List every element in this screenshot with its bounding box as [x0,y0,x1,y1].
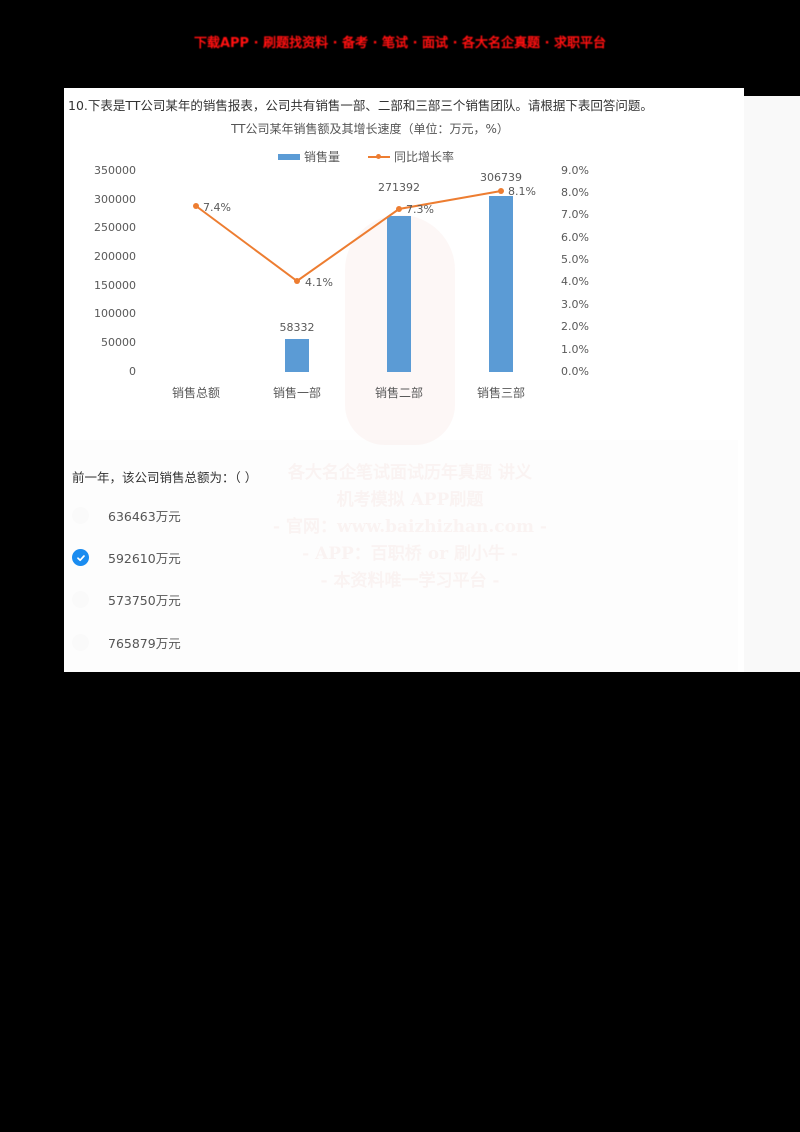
y-right-tick: 2.0% [561,320,589,333]
watermark-line: - 本资料唯一学习平台 - [320,571,500,591]
y-right-tick: 5.0% [561,253,589,266]
radio-unchecked-icon[interactable] [72,634,89,651]
sub-question-text: 前一年，该公司销售总额为：（ ） [72,470,258,485]
option-b[interactable]: 592610万元 [72,548,181,567]
y-right-tick: 7.0% [561,208,589,221]
bar-sales-dept1 [285,339,309,372]
legend-item-sales: 销售量 [278,148,340,165]
y-right-tick: 4.0% [561,275,589,288]
y-left-tick: 250000 [94,221,136,234]
bar-value-label: 306739 [480,171,522,184]
y-right-tick: 1.0% [561,343,589,356]
legend-label: 销售量 [304,150,341,164]
answer-panel [64,440,738,672]
checkmark-icon [76,554,85,561]
bar-sales-dept2 [387,216,411,372]
line-swatch-icon [368,153,391,159]
header-banner: 下载APP · 刷题找资料 · 备考 · 笔试 · 面试 · 各大名企真题 · … [193,36,607,51]
y-left-tick: 0 [129,365,136,378]
growth-label: 4.1% [305,276,333,289]
x-axis-label: 销售总额 [171,386,220,400]
y-left-tick: 50000 [101,336,136,349]
y-right-tick: 8.0% [561,186,589,199]
option-d[interactable]: 765879万元 [72,633,181,652]
growth-label: 8.1% [508,185,536,198]
growth-label: 7.4% [203,201,231,214]
option-label: 592610万元 [108,551,181,566]
option-a[interactable]: 636463万元 [72,506,181,525]
x-axis-label: 销售一部 [272,386,321,400]
legend-item-growth: 同比增长率 [368,148,454,165]
bar-sales-dept3 [489,196,513,372]
watermark-line: 各大名企笔试面试历年真题 讲义 [288,463,532,483]
radio-unchecked-icon[interactable] [72,507,89,524]
bar-swatch-icon [278,153,300,160]
right-margin-strip [738,96,800,672]
y-right-tick: 3.0% [561,298,589,311]
y-left-tick: 150000 [94,279,136,292]
bar-value-label: 271392 [378,181,420,194]
y-right-tick: 0.0% [561,365,589,378]
y-right-tick: 6.0% [561,231,589,244]
radio-unchecked-icon[interactable] [72,591,89,608]
watermark-text: 各大名企笔试面试历年真题 讲义 机考模拟 APP刷题 - 官网：www.baiz… [250,460,570,595]
option-c[interactable]: 573750万元 [72,590,181,609]
y-left-tick: 100000 [94,307,136,320]
y-left-tick: 350000 [94,164,136,177]
y-left-tick: 300000 [94,193,136,206]
watermark-line: - 官网：www.baizhizhan.com - [273,517,547,537]
option-label: 765879万元 [108,636,181,651]
growth-label: 7.3% [406,203,434,216]
watermark-line: - APP：百职桥 or 刷小牛 - [302,544,518,564]
x-axis-label: 销售三部 [476,386,525,400]
watermark-line: 机考模拟 APP刷题 [336,490,484,510]
y-left-tick: 200000 [94,250,136,263]
radio-checked-icon[interactable] [72,549,89,566]
x-axis-label: 销售二部 [374,386,423,400]
legend-label: 同比增长率 [394,150,455,164]
option-label: 636463万元 [108,509,181,524]
bar-value-label: 58332 [279,321,315,334]
chart-title: TT公司某年销售额及其增长速度（单位：万元，%） [231,122,509,136]
question-text: 10.下表是TT公司某年的销售报表，公司共有销售一部、二部和三部三个销售团队。请… [68,98,653,113]
y-right-tick: 9.0% [561,164,589,177]
option-label: 573750万元 [108,593,181,608]
chart-legend: 销售量 同比增长率 [278,148,454,165]
